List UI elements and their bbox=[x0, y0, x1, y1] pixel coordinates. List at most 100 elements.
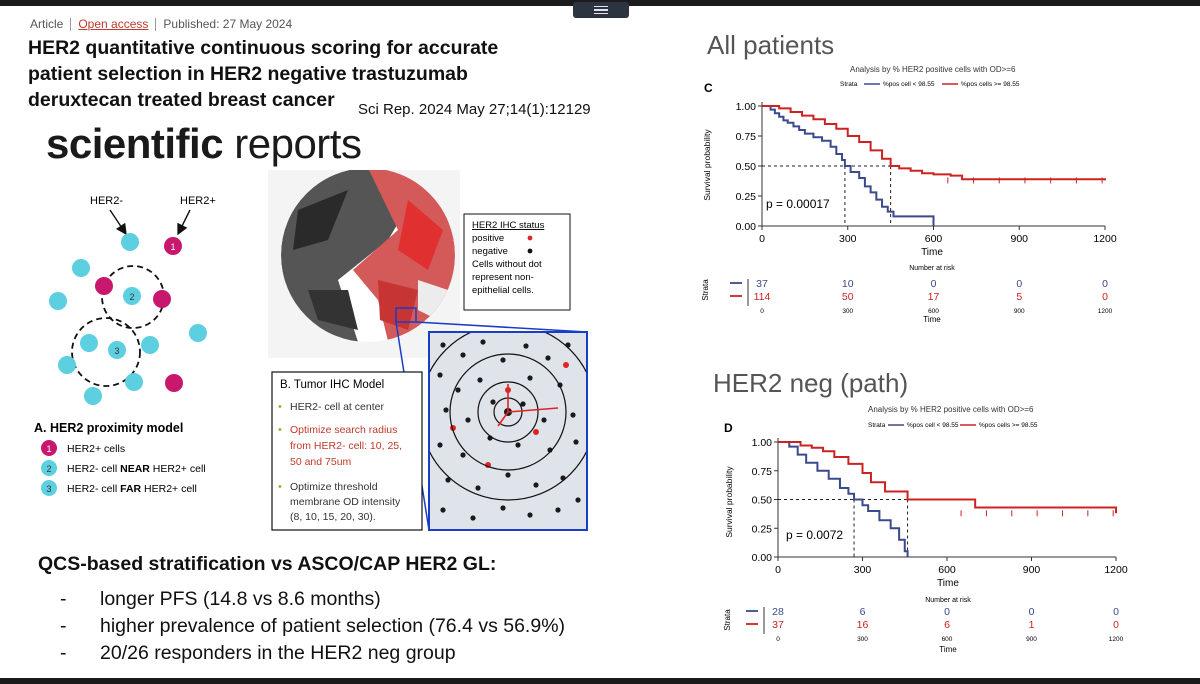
survival-curve bbox=[778, 441, 909, 557]
x-tick-label: 0 bbox=[775, 564, 781, 576]
risk-table-cell: 114 bbox=[754, 291, 771, 303]
svg-text:3: 3 bbox=[114, 346, 119, 356]
p-value: p = 0.00017 bbox=[766, 197, 830, 211]
svg-text:1: 1 bbox=[46, 444, 51, 454]
km-chart-all-patients: Analysis by % HER2 positive cells with O… bbox=[701, 65, 1117, 324]
her2-pos-cell bbox=[165, 374, 183, 392]
ihc-status-legend: HER2 IHC status positive negative Cells … bbox=[463, 213, 571, 311]
svg-text:%pos cell < 98.55: %pos cell < 98.55 bbox=[883, 81, 935, 88]
her2-neg-cell bbox=[121, 233, 139, 251]
y-tick-label: 0.25 bbox=[736, 191, 757, 203]
svg-text:B. Tumor IHC Model: B. Tumor IHC Model bbox=[280, 379, 384, 391]
risk-table-cell: 0 bbox=[944, 606, 950, 618]
open-access-link[interactable]: Open access bbox=[78, 17, 149, 31]
svg-text:%pos cells >= 98.55: %pos cells >= 98.55 bbox=[961, 81, 1020, 88]
y-tick-label: 1.00 bbox=[752, 437, 773, 449]
bottom-strip bbox=[0, 678, 1200, 684]
risk-table-cell: 6 bbox=[860, 606, 866, 618]
survival-curve bbox=[778, 441, 1117, 514]
article-meta: Article Open access Published: 27 May 20… bbox=[30, 17, 292, 31]
risk-table-cell: 28 bbox=[772, 606, 784, 618]
svg-text:%pos cell < 98.55: %pos cell < 98.55 bbox=[907, 422, 959, 429]
svg-text:negative: negative bbox=[472, 246, 508, 257]
x-tick-label: 600 bbox=[938, 564, 956, 576]
summary-item: - higher prevalence of patient selection … bbox=[60, 615, 566, 637]
her2-neg-cell bbox=[189, 324, 207, 342]
risk-table-title: Number at risk bbox=[909, 265, 955, 272]
risk-table-time: 900 bbox=[1014, 308, 1025, 315]
y-tick-label: 0.25 bbox=[752, 523, 773, 535]
risk-table-time: 600 bbox=[942, 636, 953, 643]
x-tick-label: 0 bbox=[759, 233, 765, 245]
her2-pos-cell bbox=[153, 290, 171, 308]
risk-table-cell: 5 bbox=[1016, 291, 1022, 303]
y-tick-label: 0.75 bbox=[752, 466, 773, 478]
svg-text:HER2+ cells: HER2+ cells bbox=[67, 443, 125, 455]
ihc-figure: HER2 IHC status positive negative Cells … bbox=[268, 170, 588, 531]
chart-title: Analysis by % HER2 positive cells with O… bbox=[850, 65, 1016, 74]
svg-text:positive: positive bbox=[472, 233, 504, 244]
risk-table-time: 0 bbox=[776, 636, 780, 643]
panel-label: C bbox=[704, 81, 713, 95]
her2-neg-cell-near bbox=[123, 287, 141, 305]
x-tick-label: 300 bbox=[854, 564, 872, 576]
x-tick-label: 900 bbox=[1023, 564, 1041, 576]
far-radius-circle bbox=[71, 317, 141, 387]
chart-legend: Strata %pos cell < 98.55 %pos cells >= 9… bbox=[868, 422, 1038, 429]
y-tick-label: 0.00 bbox=[736, 221, 757, 233]
svg-text:%pos cells >= 98.55: %pos cells >= 98.55 bbox=[979, 422, 1038, 429]
svg-text:Strata: Strata bbox=[840, 81, 858, 88]
risk-table-time: 300 bbox=[842, 308, 853, 315]
risk-table-cell: 37 bbox=[756, 278, 768, 290]
risk-table-cell: 0 bbox=[1102, 278, 1108, 290]
x-tick-label: 900 bbox=[1010, 233, 1028, 245]
proximity-model-title: A. HER2 proximity model bbox=[34, 421, 183, 435]
article-type: Article bbox=[30, 17, 64, 31]
legend-item-far: 3 HER2- cell FAR HER2+ cell bbox=[41, 480, 197, 496]
svg-text:•: • bbox=[278, 401, 282, 413]
her2-neg-cell-far bbox=[108, 341, 126, 359]
risk-table-cell: 17 bbox=[928, 291, 940, 303]
risk-table-title: Number at risk bbox=[925, 597, 971, 604]
x-tick-label: 1200 bbox=[1093, 233, 1117, 245]
her2-neg-cell bbox=[58, 356, 76, 374]
her2-pos-label: HER2+ bbox=[180, 195, 216, 207]
svg-text:HER2- cell at center: HER2- cell at center bbox=[290, 401, 384, 413]
y-axis-label: Survival probability bbox=[724, 466, 734, 538]
survival-curve bbox=[762, 105, 1106, 181]
svg-text:HER2- cell FAR HER2+ cell: HER2- cell FAR HER2+ cell bbox=[67, 483, 197, 495]
svg-text:from HER2- cell: 10, 25,: from HER2- cell: 10, 25, bbox=[290, 440, 402, 452]
svg-text:•: • bbox=[278, 481, 282, 493]
menu-icon[interactable] bbox=[573, 2, 629, 18]
y-tick-label: 0.50 bbox=[752, 495, 773, 507]
risk-table: Number at risk Strata Time 28 6 0 0 037 16 6 1 0… bbox=[723, 597, 1124, 654]
risk-table-time: 900 bbox=[1026, 636, 1037, 643]
summary-list: - longer PFS (14.8 vs 8.6 months) - higher… bbox=[60, 586, 565, 667]
zoom-region-marker bbox=[395, 307, 417, 323]
risk-table-cell: 50 bbox=[842, 291, 854, 303]
her2-neg-label: HER2- bbox=[90, 195, 123, 207]
risk-table-time: 600 bbox=[928, 308, 939, 315]
risk-table-cell: 0 bbox=[931, 278, 937, 290]
risk-table-cell: 0 bbox=[1102, 291, 1108, 303]
risk-table-time: 1200 bbox=[1098, 308, 1113, 315]
citation: Sci Rep. 2024 May 27;14(1):12129 bbox=[358, 101, 591, 118]
her2-neg-cell bbox=[80, 334, 98, 352]
risk-table-cell: 0 bbox=[1016, 278, 1022, 290]
section-title-her2-neg: HER2 neg (path) bbox=[713, 368, 909, 398]
axes-group: 0.00 0.25 0.50 0.75 1.00 0 300 600 900 1200 bbox=[736, 101, 1117, 245]
series-group bbox=[778, 441, 1117, 557]
risk-table-cell: 0 bbox=[1029, 606, 1035, 618]
svg-text:Optimize threshold: Optimize threshold bbox=[290, 481, 378, 493]
svg-text:represent non-: represent non- bbox=[472, 272, 534, 283]
km-chart-her2-neg: Analysis by % HER2 positive cells with O… bbox=[723, 405, 1128, 654]
summary-item: -20/26 responders in the HER2 neg group bbox=[60, 642, 456, 664]
section-title-all-patients: All patients bbox=[707, 30, 835, 60]
svg-text:Cells without dot: Cells without dot bbox=[472, 259, 542, 270]
svg-text:3: 3 bbox=[46, 484, 51, 494]
svg-text:(8, 10, 15, 20, 30).: (8, 10, 15, 20, 30). bbox=[290, 511, 376, 523]
svg-text:Strata: Strata bbox=[868, 422, 886, 429]
y-axis-label: Survival probability bbox=[702, 129, 712, 201]
svg-text:2: 2 bbox=[46, 464, 51, 474]
tumor-ihc-model-box: B. Tumor IHC Model • HER2- cell at cente… bbox=[271, 371, 423, 531]
